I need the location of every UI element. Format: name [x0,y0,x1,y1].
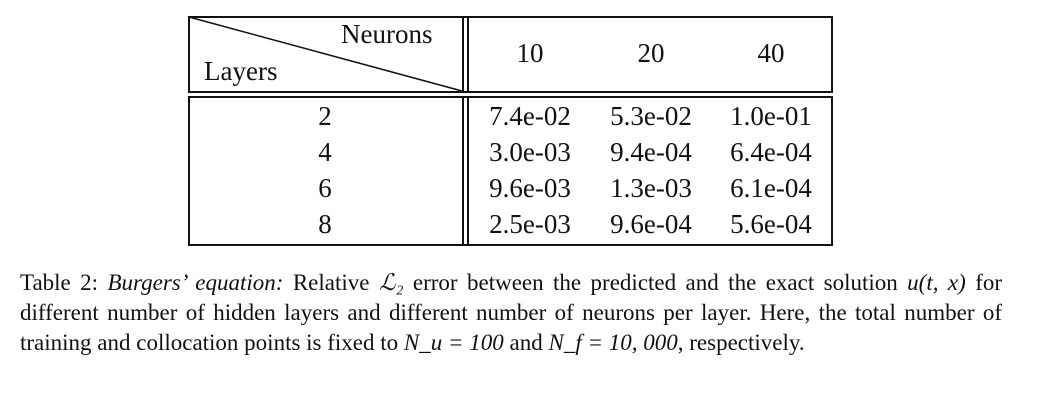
value-cell: 1.0e-01 [730,101,812,131]
results-table: Neurons Layers 10 20 40 2 7.4e-02 5.3e-0… [188,16,833,246]
value-cell: 7.4e-02 [489,101,571,131]
header-top-border [188,16,833,18]
value-cell: 5.3e-02 [610,101,692,131]
right-border-header [831,16,833,92]
column-header-40: 40 [757,38,785,68]
layers-cell: 6 [318,173,332,203]
column-separator-c [462,96,464,245]
caption-text-1: Relative [292,270,370,295]
caption-text-4: and [509,330,543,355]
value-cell: 9.6e-03 [489,173,571,203]
caption-label: Table 2: [20,270,99,295]
caption-text-3: for different number of hidden layers an… [20,270,1003,355]
layers-cell: 4 [318,137,332,167]
column-separator-a [462,16,464,92]
caption-nu-expression: N_u = 100 [403,330,504,355]
header-diagonal-line [188,16,463,92]
value-cell: 9.4e-04 [610,137,692,167]
column-header-20: 20 [637,38,665,68]
value-cell: 5.6e-04 [730,209,812,239]
caption-metric: ℒ₂ [378,270,404,295]
table-caption: Table 2: Burgers’ equation: Relative ℒ₂ … [20,268,1002,358]
layers-cell: 8 [318,209,332,239]
header-bottom-border [188,91,833,93]
right-border-body [831,96,833,245]
body-top-border [188,96,833,98]
left-border-body [188,96,190,245]
value-cell: 9.6e-04 [610,209,692,239]
column-separator-b [467,16,469,92]
body-bottom-border [188,244,833,246]
caption-emphasis: Burgers’ equation: [107,270,284,295]
value-cell: 6.1e-04 [730,173,812,203]
value-cell: 2.5e-03 [489,209,571,239]
layers-cell: 2 [318,101,332,131]
caption-text-5: , respectively. [677,330,805,355]
left-border-header [188,16,190,92]
caption-function: u(t, x) [907,270,966,295]
layers-header-label: Layers [204,56,278,86]
caption-nf-expression: N_f = 10, 000 [548,330,678,355]
neurons-header-label: Neurons [341,19,433,49]
caption-text-2: error between the predicted and the exac… [412,270,898,295]
value-cell: 6.4e-04 [730,137,812,167]
column-header-10: 10 [516,38,544,68]
column-separator-d [467,96,469,245]
value-cell: 3.0e-03 [489,137,571,167]
value-cell: 1.3e-03 [610,173,692,203]
